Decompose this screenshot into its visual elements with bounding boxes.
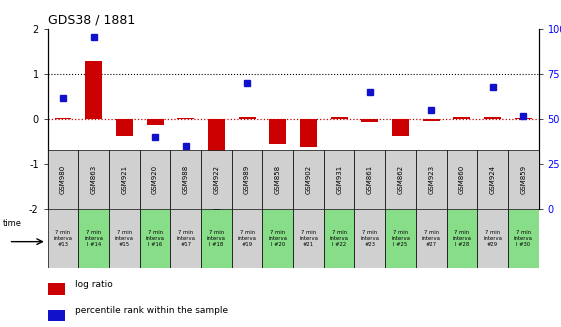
Bar [116,119,133,136]
Bar [85,61,102,119]
Text: GSM860: GSM860 [459,165,465,195]
Bar [324,150,355,209]
Text: log ratio: log ratio [75,280,112,289]
Bar [208,119,225,168]
Bar [48,209,79,268]
Text: 7 min
interva
#21: 7 min interva #21 [299,230,318,248]
Bar [140,150,171,209]
Bar [447,150,477,209]
Text: 7 min
interva
I #25: 7 min interva I #25 [391,230,410,248]
Bar [171,150,201,209]
Bar [171,209,201,268]
Bar [48,310,65,321]
Bar [423,119,440,121]
Bar [146,119,163,125]
Bar [238,117,256,119]
Text: GSM989: GSM989 [244,165,250,195]
Bar [330,117,348,119]
Text: GSM861: GSM861 [367,165,373,195]
Bar [508,209,539,268]
Bar [484,117,501,119]
Bar [177,118,194,119]
Text: time: time [2,219,21,229]
Text: GSM923: GSM923 [428,165,434,195]
Text: 7 min
interva
#13: 7 min interva #13 [54,230,72,248]
Bar [508,150,539,209]
Text: 7 min
interva
I #18: 7 min interva I #18 [207,230,226,248]
Bar [232,209,263,268]
Bar [54,118,71,119]
Text: GSM988: GSM988 [183,165,188,195]
Bar [263,150,293,209]
Bar [263,209,293,268]
Text: GSM858: GSM858 [275,165,281,195]
Text: 7 min
interva
I #20: 7 min interva I #20 [268,230,287,248]
Text: GSM931: GSM931 [336,165,342,195]
Bar [109,209,140,268]
Text: GSM920: GSM920 [152,165,158,195]
Text: GSM980: GSM980 [60,165,66,195]
Text: GSM921: GSM921 [121,165,127,195]
Bar [201,150,232,209]
Text: 7 min
interva
#17: 7 min interva #17 [176,230,195,248]
Bar [361,119,378,122]
Bar [79,209,109,268]
Bar [269,119,286,144]
Bar [515,118,532,119]
Bar [48,284,65,295]
Text: 7 min
interva
I #28: 7 min interva I #28 [452,230,471,248]
Bar [477,150,508,209]
Bar [416,150,447,209]
Text: 7 min
interva
#15: 7 min interva #15 [115,230,134,248]
Bar [79,150,109,209]
Text: 7 min
interva
I #14: 7 min interva I #14 [84,230,103,248]
Text: GSM862: GSM862 [398,165,403,195]
Text: GSM859: GSM859 [520,165,526,195]
Text: 7 min
interva
#23: 7 min interva #23 [360,230,379,248]
Bar [392,119,409,136]
Bar [48,150,79,209]
Bar [201,209,232,268]
Bar [416,209,447,268]
Text: GSM863: GSM863 [91,165,96,195]
Bar [355,150,385,209]
Bar [385,209,416,268]
Bar [293,209,324,268]
Text: 7 min
interva
I #16: 7 min interva I #16 [146,230,164,248]
Text: 7 min
interva
I #22: 7 min interva I #22 [330,230,348,248]
Bar [293,150,324,209]
Text: GSM924: GSM924 [490,165,495,194]
Text: 7 min
interva
#29: 7 min interva #29 [483,230,502,248]
Bar [324,209,355,268]
Bar [300,119,317,147]
Bar [140,209,171,268]
Text: 7 min
interva
#19: 7 min interva #19 [238,230,256,248]
Bar [477,209,508,268]
Bar [355,209,385,268]
Bar [385,150,416,209]
Text: GSM922: GSM922 [213,165,219,194]
Text: 7 min
interva
#27: 7 min interva #27 [422,230,440,248]
Bar [453,117,470,119]
Bar [232,150,263,209]
Text: 7 min
interva
I #30: 7 min interva I #30 [514,230,532,248]
Text: GDS38 / 1881: GDS38 / 1881 [48,14,135,27]
Text: GSM902: GSM902 [305,165,311,195]
Text: percentile rank within the sample: percentile rank within the sample [75,306,228,315]
Bar [447,209,477,268]
Bar [109,150,140,209]
